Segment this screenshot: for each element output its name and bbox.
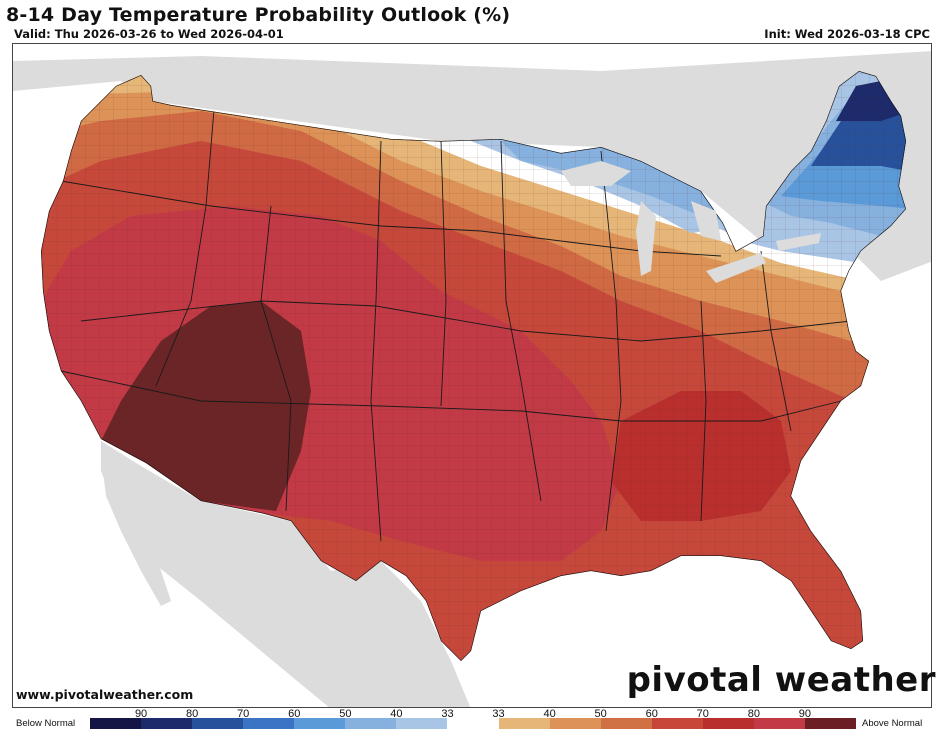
map-panel [12,43,932,708]
page-title: 8-14 Day Temperature Probability Outlook… [6,4,511,26]
canada-landmass [13,51,931,281]
legend-swatch [447,718,500,729]
legend-swatch [243,718,295,729]
legend-swatch [549,718,602,729]
legend-swatch [651,718,704,729]
legend-tick-label: 60 [288,708,301,720]
legend-tick-label: 33 [492,708,505,720]
legend-swatch [753,718,806,729]
lake-michigan [636,201,656,276]
legend-tick-label: 90 [134,708,148,720]
lake-huron [691,201,721,241]
valid-period: Valid: Thu 2026-03-26 to Wed 2026-04-01 [14,27,284,41]
legend-above-label: Above Normal [862,718,923,729]
color-legend: Below Normal Above Normal 90 80 70 60 50 40 33… [0,708,944,736]
legend-tick-label: 40 [543,708,556,720]
legend-tick-label: 80 [747,708,760,720]
legend-tick-label: 50 [594,708,607,720]
legend-swatch [345,718,397,729]
legend-swatch [294,718,346,729]
legend-tick-label: 70 [696,708,709,720]
pivotal-weather-logo: pivotal weather [626,660,936,700]
legend-tick-label: 70 [237,708,250,720]
legend-tick-label: 90 [798,708,812,720]
baja-california [101,456,171,606]
us-temperature-map [13,44,931,707]
legend-swatch [141,718,193,729]
legend-swatch [600,718,653,729]
legend-tick-label: 50 [339,708,352,720]
legend-tick-label: 33 [441,708,454,720]
legend-swatch [804,718,857,729]
init-time: Init: Wed 2026-03-18 CPC [764,27,930,41]
website-url: www.pivotalweather.com [16,687,194,702]
lake-superior [561,161,631,186]
lake-erie [706,253,766,283]
mexico-landmass [101,441,471,707]
legend-tick-label: 80 [186,708,199,720]
legend-below-label: Below Normal [16,718,76,729]
legend-swatch [396,718,448,729]
lake-ontario [776,233,821,251]
legend-tick-label: 40 [390,708,403,720]
legend-swatch [702,718,755,729]
legend-swatch [90,718,142,729]
legend-swatch [192,718,244,729]
legend-tick-label: 60 [645,708,658,720]
legend-swatch [498,718,551,729]
state-borders [60,85,852,542]
